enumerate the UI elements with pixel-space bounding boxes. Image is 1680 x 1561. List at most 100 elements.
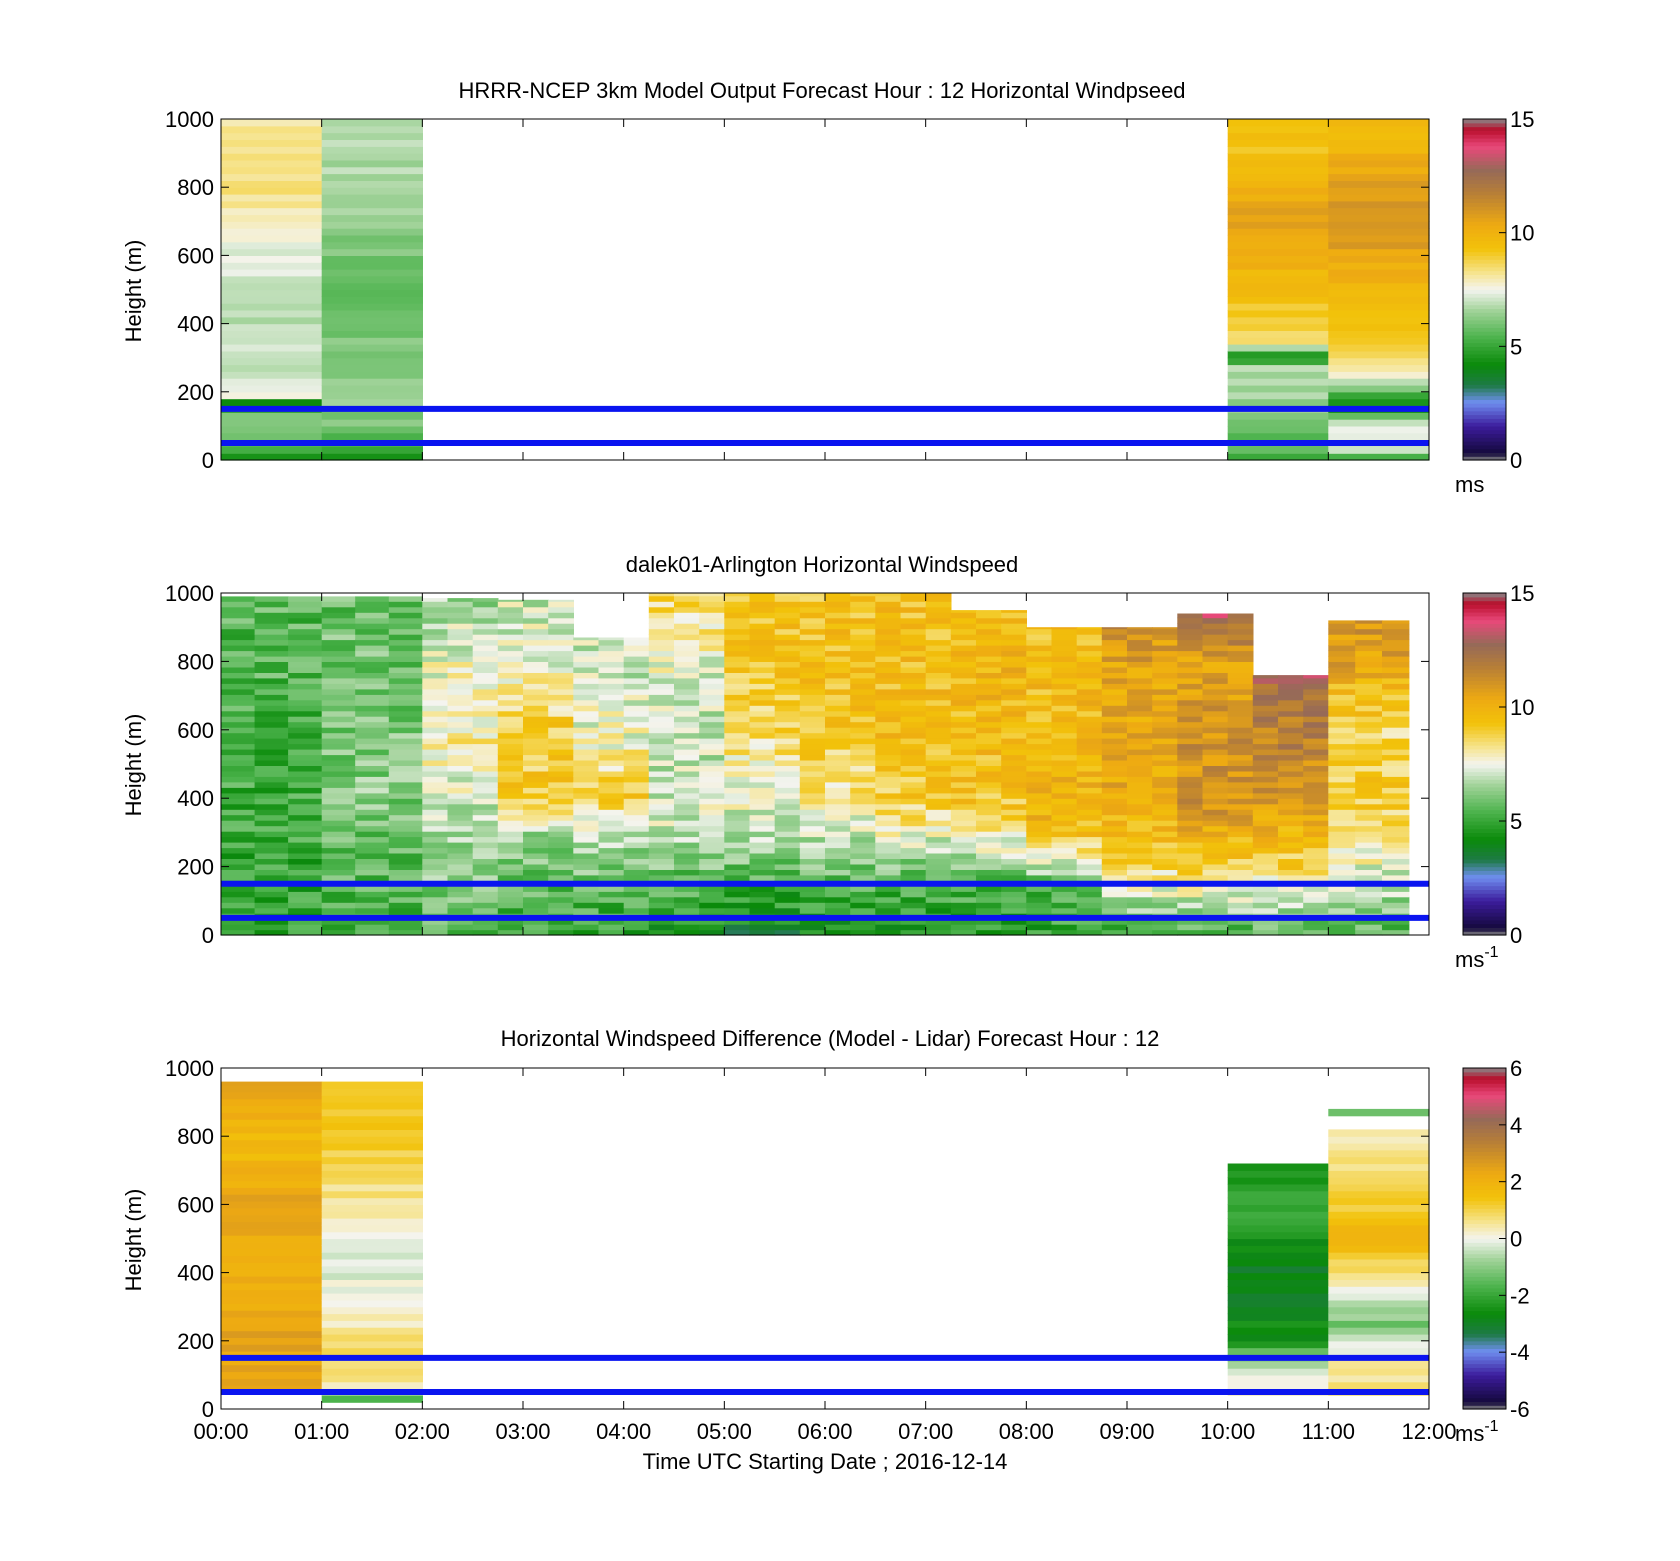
heatmap-cell — [497, 721, 524, 728]
heatmap-cell — [1227, 173, 1329, 181]
heatmap-cell — [1328, 891, 1356, 898]
heatmap-cell — [321, 1081, 423, 1089]
heatmap-cell — [1252, 675, 1279, 679]
colorbar-swatch — [1463, 809, 1506, 814]
heatmap-cell — [724, 891, 751, 898]
heatmap-cell — [1051, 803, 1078, 810]
heatmap-cell — [321, 836, 356, 843]
heatmap-cell — [699, 683, 725, 690]
heatmap-cell — [1127, 787, 1153, 794]
heatmap-cell — [1328, 809, 1356, 816]
heatmap-cell — [825, 623, 851, 630]
heatmap-cell — [1328, 221, 1430, 229]
heatmap-cell — [1177, 650, 1204, 657]
heatmap-cell — [699, 885, 725, 892]
heatmap-cell — [1127, 825, 1153, 832]
heatmap-cell — [925, 759, 952, 766]
heatmap-cell — [648, 732, 675, 739]
heatmap-cell — [355, 798, 390, 805]
heatmap-cell — [1202, 683, 1229, 690]
heatmap-cell — [1177, 852, 1204, 859]
heatmap-cell — [1278, 675, 1304, 679]
heatmap-cell — [1355, 814, 1383, 821]
heatmap-cell — [1001, 929, 1027, 936]
heatmap-cell — [1227, 1361, 1329, 1369]
heatmap-cell — [321, 316, 423, 325]
colorbar-swatch — [1463, 1352, 1506, 1357]
heatmap-cell — [799, 694, 826, 701]
heatmap-cell — [623, 677, 650, 684]
colorbar-swatch — [1463, 604, 1506, 609]
heatmap-cell — [447, 924, 474, 931]
heatmap-cell — [1328, 721, 1356, 728]
colorbar-swatch — [1463, 1276, 1506, 1281]
heatmap-cell — [925, 770, 952, 777]
heatmap-cell — [422, 852, 449, 859]
heatmap-cell — [288, 776, 323, 783]
heatmap-cell — [1051, 661, 1078, 668]
heatmap-cell — [1101, 792, 1128, 799]
heatmap-cell — [221, 820, 256, 827]
heatmap-cell — [900, 645, 927, 652]
heatmap-cell — [523, 847, 549, 854]
heatmap-cell — [1076, 918, 1103, 925]
heatmap-cell — [648, 738, 675, 745]
heatmap-cell — [388, 820, 423, 827]
heatmap-cell — [472, 842, 499, 849]
heatmap-cell — [1177, 677, 1204, 684]
heatmap-cell — [623, 814, 650, 821]
heatmap-cell — [221, 1378, 323, 1386]
panel-title: HRRR-NCEP 3km Model Output Forecast Hour… — [458, 78, 1185, 103]
colorbar-swatch — [1463, 361, 1506, 366]
heatmap-cell — [523, 858, 549, 865]
heatmap-cell — [321, 1286, 423, 1294]
heatmap-cell — [497, 776, 524, 783]
heatmap-cell — [1227, 1327, 1329, 1335]
heatmap-cell — [1227, 613, 1254, 619]
colorbar-swatch — [1463, 228, 1506, 234]
heatmap-cell — [1278, 798, 1304, 805]
colorbar-swatch — [1463, 376, 1506, 382]
heatmap-cell — [648, 776, 675, 783]
heatmap-cell — [497, 716, 524, 723]
heatmap-cell — [1252, 858, 1279, 865]
heatmap-cell — [288, 907, 323, 914]
heatmap-cell — [799, 612, 826, 619]
heatmap-cell — [850, 836, 876, 843]
heatmap-cell — [447, 836, 474, 843]
heatmap-cell — [221, 1081, 323, 1086]
heatmap-cell — [1227, 1183, 1329, 1192]
heatmap-cell — [1001, 699, 1027, 706]
heatmap-cell — [1227, 1320, 1329, 1328]
heatmap-cell — [1382, 907, 1410, 914]
colorbar-swatch — [1463, 149, 1506, 154]
heatmap-cell — [623, 637, 650, 641]
reference-lines — [221, 880, 1429, 921]
heatmap-cell — [472, 661, 499, 668]
heatmap-cell — [355, 749, 390, 756]
heatmap-cell — [388, 650, 423, 657]
y-tick-label: 400 — [177, 1261, 214, 1286]
x-tick-label: 04:00 — [596, 1419, 651, 1444]
heatmap-cell — [1382, 781, 1410, 788]
colorbar-swatch — [1463, 391, 1506, 397]
heatmap-cell — [674, 809, 700, 816]
heatmap-cell — [1227, 1368, 1329, 1376]
heatmap-cell — [699, 645, 725, 652]
heatmap-cell — [1026, 688, 1053, 695]
panel-lidar-observation: dalek01-Arlington Horizontal Windspeed H… — [121, 552, 1534, 972]
heatmap-cell — [1202, 814, 1229, 821]
heatmap-cell — [321, 727, 356, 734]
heatmap-cell — [950, 650, 977, 657]
heatmap-cell — [548, 836, 574, 843]
heatmap-cell — [1382, 814, 1410, 821]
heatmap-cell — [573, 694, 600, 701]
heatmap-cell — [1328, 836, 1356, 843]
heatmap-cell — [950, 820, 977, 827]
heatmap-cell — [1202, 847, 1229, 854]
heatmap-cell — [422, 754, 449, 761]
heatmap-cell — [724, 694, 751, 701]
heatmap-cell — [623, 809, 650, 816]
heatmap-cell — [1328, 1279, 1430, 1287]
heatmap-cell — [598, 847, 625, 854]
